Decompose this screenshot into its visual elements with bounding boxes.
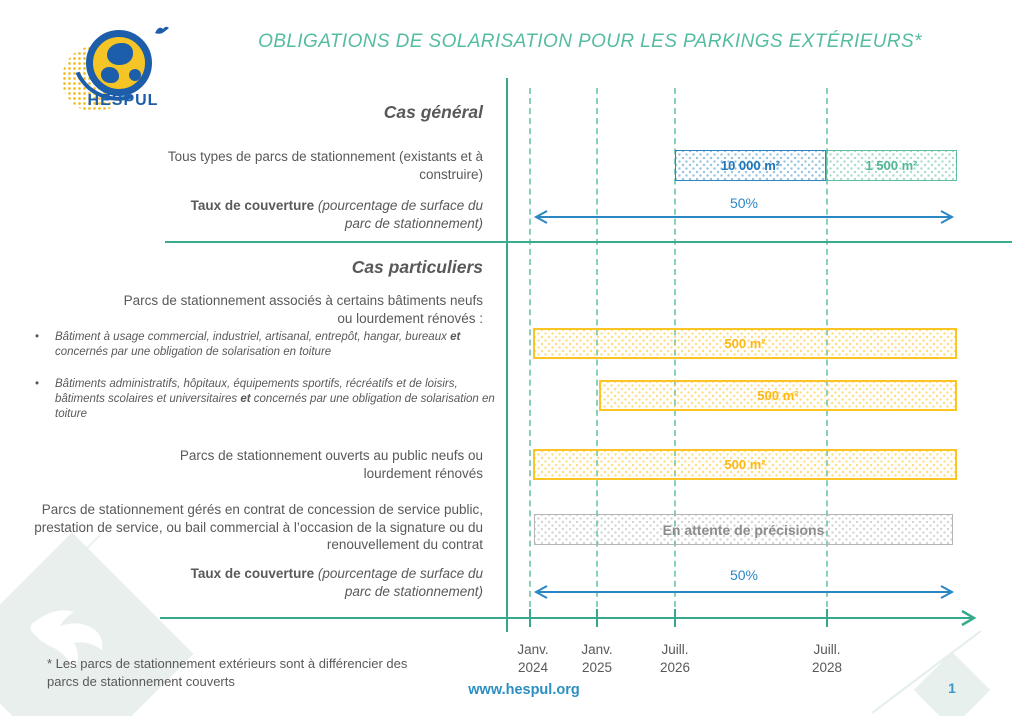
coverage-rate-label-particuliers: Taux de couverture (pourcentage de surfa… <box>163 565 483 600</box>
bird-icon <box>155 26 169 34</box>
globe-continent <box>101 67 119 83</box>
coverage-rate-label-general: Taux de couverture (pourcentage de surfa… <box>163 197 483 232</box>
page-number: 1 <box>948 680 956 696</box>
axis-tick <box>674 609 676 627</box>
bar-label: 1 500 m² <box>865 158 918 173</box>
page-title: OBLIGATIONS DE SOLARISATION POUR LES PAR… <box>258 31 922 52</box>
coverage-value-general: 50% <box>729 195 759 211</box>
footnote: * Les parcs de stationnement extérieurs … <box>47 656 408 690</box>
coverage-rate-italic: (pourcentage de surface du parc de stati… <box>314 566 483 599</box>
section-divider-line <box>165 241 1012 243</box>
coverage-rate-bold: Taux de couverture <box>190 198 315 213</box>
bar-label: 500 m² <box>757 388 799 403</box>
bar-1500-m2: 1 500 m² <box>826 150 957 181</box>
x-axis-arrowhead-icon <box>948 609 976 627</box>
bullet-batiments-administratifs: • Bâtiments administratifs, hôpitaux, éq… <box>33 377 495 423</box>
hespul-logo: HESPUL <box>59 7 184 115</box>
bullet-text: Bâtiment à usage commercial, industriel,… <box>55 331 461 359</box>
bar-label: En attente de précisions <box>662 521 825 538</box>
bar-label: 10 000 m² <box>720 158 781 173</box>
bar-en-attente: En attente de précisions <box>534 514 953 545</box>
bar-500-m2-public: 500 m² <box>533 449 957 480</box>
coverage-double-arrow-particuliers <box>533 585 955 599</box>
globe-continent <box>129 69 141 81</box>
website-link[interactable]: www.hespul.org <box>468 682 580 698</box>
y-axis-line <box>506 78 508 632</box>
axis-tick <box>596 609 598 627</box>
axis-label-juill-2026: Juill. 2026 <box>659 642 691 676</box>
globe-continent <box>107 43 133 65</box>
coverage-rate-bold: Taux de couverture <box>190 566 315 581</box>
row-label-tous-types: Tous types de parcs de stationnement (ex… <box>167 149 483 182</box>
row-label-parcs-concession: Parcs de stationnement gérés en contrat … <box>34 502 483 553</box>
globe-icon <box>86 30 152 96</box>
axis-label-janv-2024: Janv. 2024 <box>517 642 549 676</box>
logo-wordmark: HESPUL <box>87 92 159 109</box>
section-heading-cas-particuliers: Cas particuliers <box>351 257 483 277</box>
bar-10000-m2: 10 000 m² <box>675 150 826 181</box>
axis-label-janv-2025: Janv. 2025 <box>581 642 613 676</box>
swallow-bird-icon <box>30 610 103 670</box>
bar-500-m2-administratif: 500 m² <box>599 380 957 411</box>
row-label-parcs-associes: Parcs de stationnement associés à certai… <box>123 293 483 326</box>
bar-500-m2-commercial: 500 m² <box>533 328 957 359</box>
bullet-text: Bâtiments administratifs, hôpitaux, équi… <box>55 378 495 421</box>
bullet-marker: • <box>35 331 40 343</box>
bar-label: 500 m² <box>724 336 766 351</box>
x-axis-line <box>160 617 960 619</box>
coverage-value-particuliers: 50% <box>729 567 759 583</box>
section-heading-cas-general: Cas général <box>383 102 483 122</box>
axis-tick <box>529 609 531 627</box>
gridline-janv-2024 <box>529 88 531 617</box>
coverage-double-arrow-general <box>533 210 955 224</box>
axis-label-juill-2028: Juill. 2028 <box>811 642 843 676</box>
bar-label: 500 m² <box>724 457 766 472</box>
axis-tick <box>826 609 828 627</box>
row-label-parcs-publics: Parcs de stationnement ouverts au public… <box>179 448 483 481</box>
coverage-rate-italic: (pourcentage de surface du parc de stati… <box>314 198 483 231</box>
bullet-marker: • <box>35 378 40 390</box>
bullet-batiment-commercial: • Bâtiment à usage commercial, industrie… <box>33 330 481 360</box>
